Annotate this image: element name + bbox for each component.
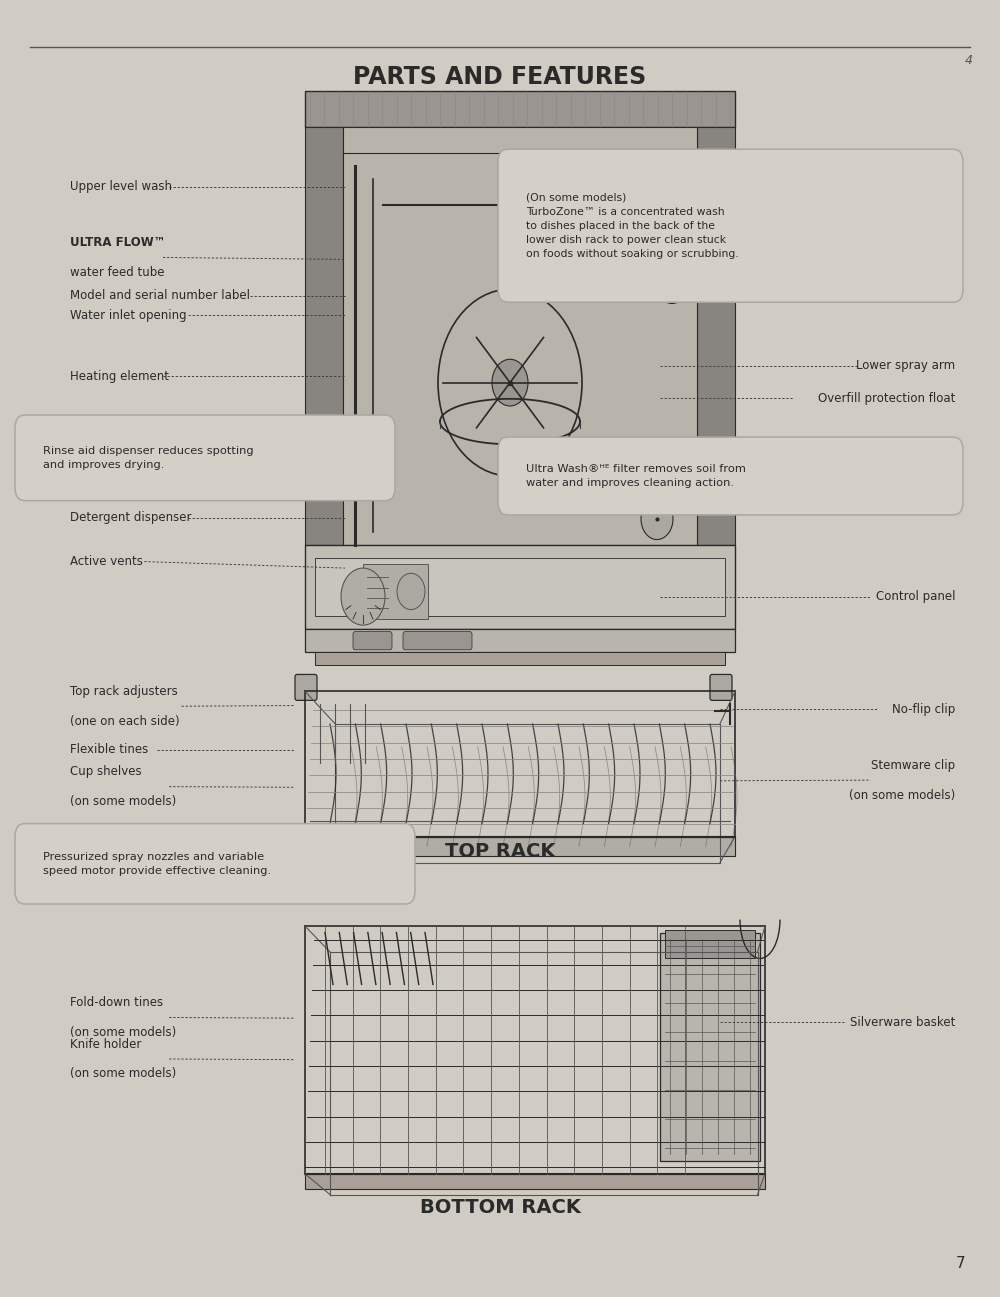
Text: water feed tube: water feed tube xyxy=(70,266,164,279)
FancyBboxPatch shape xyxy=(305,629,735,652)
FancyBboxPatch shape xyxy=(697,127,735,545)
Text: (on some models): (on some models) xyxy=(70,1026,176,1039)
Text: Stemware clip: Stemware clip xyxy=(871,759,955,772)
Text: Active vents: Active vents xyxy=(70,555,143,568)
FancyBboxPatch shape xyxy=(305,837,735,856)
Circle shape xyxy=(492,359,528,406)
Text: Heating element: Heating element xyxy=(70,370,169,383)
FancyBboxPatch shape xyxy=(353,632,392,650)
Text: Silverware basket: Silverware basket xyxy=(850,1016,955,1029)
FancyBboxPatch shape xyxy=(15,415,395,501)
FancyBboxPatch shape xyxy=(710,674,732,700)
FancyBboxPatch shape xyxy=(343,127,697,545)
Text: 7: 7 xyxy=(955,1255,965,1271)
Text: Control panel: Control panel xyxy=(876,590,955,603)
FancyBboxPatch shape xyxy=(15,824,415,904)
FancyBboxPatch shape xyxy=(305,545,735,629)
Text: BOTTOM RACK: BOTTOM RACK xyxy=(420,1197,580,1217)
Circle shape xyxy=(656,262,688,303)
Circle shape xyxy=(341,568,385,625)
Text: Detergent dispenser: Detergent dispenser xyxy=(70,511,192,524)
Text: Cup shelves: Cup shelves xyxy=(70,765,142,778)
Circle shape xyxy=(656,197,688,239)
Text: Fold-down tines: Fold-down tines xyxy=(70,996,163,1009)
FancyBboxPatch shape xyxy=(295,674,317,700)
Text: Rinse aid dispenser reduces spotting
and improves drying.: Rinse aid dispenser reduces spotting and… xyxy=(43,446,254,470)
Text: (on some models): (on some models) xyxy=(70,1067,176,1080)
Text: Lower spray arm: Lower spray arm xyxy=(856,359,955,372)
Text: TOP RACK: TOP RACK xyxy=(445,842,555,861)
Text: Model and serial number label: Model and serial number label xyxy=(70,289,250,302)
Text: (On some models)
TurboZone™ is a concentrated wash
to dishes placed in the back : (On some models) TurboZone™ is a concent… xyxy=(526,193,739,258)
FancyBboxPatch shape xyxy=(305,91,735,127)
FancyBboxPatch shape xyxy=(305,127,343,545)
Text: Pressurized spray nozzles and variable
speed motor provide effective cleaning.: Pressurized spray nozzles and variable s… xyxy=(43,852,271,875)
Text: Flexible tines: Flexible tines xyxy=(70,743,148,756)
Text: Ultra Wash®ᴴᴱ filter removes soil from
water and improves cleaning action.: Ultra Wash®ᴴᴱ filter removes soil from w… xyxy=(526,464,746,488)
Text: 4: 4 xyxy=(965,54,973,67)
FancyBboxPatch shape xyxy=(498,149,963,302)
Circle shape xyxy=(641,498,673,540)
FancyBboxPatch shape xyxy=(315,558,725,616)
Text: No-flip clip: No-flip clip xyxy=(892,703,955,716)
Text: Upper level wash: Upper level wash xyxy=(70,180,172,193)
Text: (one on each side): (one on each side) xyxy=(70,715,180,728)
FancyBboxPatch shape xyxy=(363,564,428,619)
FancyBboxPatch shape xyxy=(403,632,472,650)
Text: ULTRA FLOW™: ULTRA FLOW™ xyxy=(70,236,166,249)
FancyBboxPatch shape xyxy=(305,1174,765,1189)
FancyBboxPatch shape xyxy=(498,437,963,515)
Text: (on some models): (on some models) xyxy=(849,789,955,802)
Text: PARTS AND FEATURES: PARTS AND FEATURES xyxy=(353,65,647,89)
Circle shape xyxy=(397,573,425,610)
Circle shape xyxy=(656,230,688,271)
FancyBboxPatch shape xyxy=(665,930,755,958)
Text: Overfill protection float: Overfill protection float xyxy=(818,392,955,405)
FancyBboxPatch shape xyxy=(315,652,725,665)
Text: (on some models): (on some models) xyxy=(70,795,176,808)
Text: Top rack adjusters: Top rack adjusters xyxy=(70,685,178,698)
Text: Knife holder: Knife holder xyxy=(70,1038,141,1051)
FancyBboxPatch shape xyxy=(660,933,760,1161)
Text: Water inlet opening: Water inlet opening xyxy=(70,309,187,322)
